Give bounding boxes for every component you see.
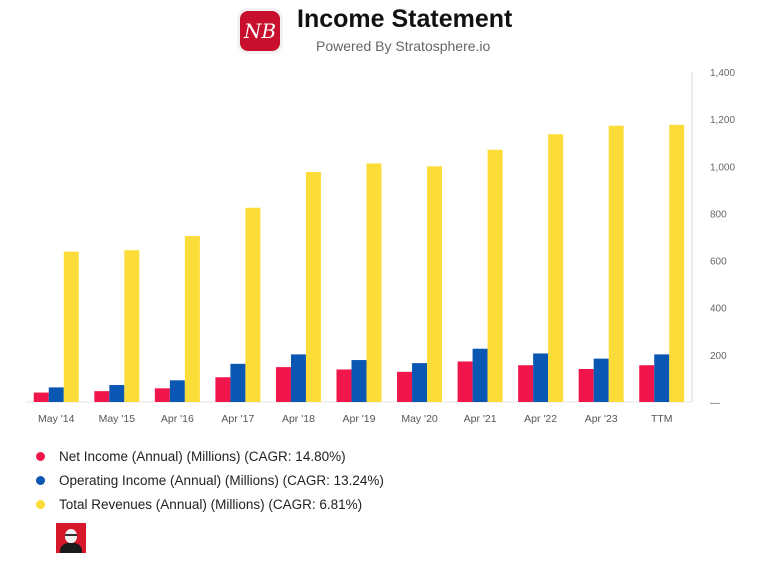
y-tick-label: — (710, 398, 720, 409)
legend-label-total-revenues: Total Revenues (Annual) (Millions) (CAGR… (59, 496, 363, 512)
bar-operating-income (654, 354, 670, 402)
bar-operating-income (533, 353, 549, 402)
bar-total-revenues (366, 163, 382, 402)
bar-total-revenues (669, 124, 685, 403)
x-tick-label: TTM (651, 413, 673, 425)
bar-net-income (33, 392, 49, 402)
legend-swatch-net-income (36, 451, 45, 461)
legend-item-total-revenues[interactable]: Total Revenues (Annual) (Millions) (CAGR… (36, 492, 384, 516)
bar-total-revenues (305, 171, 321, 402)
bar-total-revenues (487, 149, 503, 402)
x-tick-label: Apr '22 (524, 413, 557, 425)
bar-net-income (457, 361, 473, 402)
bar-net-income (397, 371, 413, 402)
x-tick-label: May '15 (99, 413, 136, 425)
bar-total-revenues (245, 207, 261, 402)
logo-monogram: NB (243, 19, 277, 43)
x-tick-label: Apr '17 (221, 413, 254, 425)
x-tick-label: Apr '23 (585, 413, 618, 425)
avatar-body (60, 543, 82, 553)
stratosphere-logo: NB (240, 11, 280, 51)
legend-swatch-operating-income (36, 475, 45, 485)
bar-operating-income (230, 363, 246, 402)
y-tick-label: 400 (710, 304, 727, 315)
avatar-face (65, 529, 77, 543)
bar-total-revenues (63, 251, 79, 402)
bar-operating-income (412, 363, 428, 402)
y-tick-label: 1,200 (710, 115, 735, 126)
x-tick-label: May '14 (38, 413, 75, 425)
bar-operating-income (472, 348, 488, 402)
y-tick-label: 1,400 (710, 68, 735, 79)
bar-total-revenues (184, 236, 200, 402)
y-tick-label: 600 (710, 257, 727, 268)
bar-operating-income (109, 385, 125, 402)
bar-net-income (639, 365, 655, 402)
chart-legend: Net Income (Annual) (Millions) (CAGR: 14… (36, 444, 384, 516)
legend-label-net-income: Net Income (Annual) (Millions) (CAGR: 14… (59, 448, 346, 464)
bar-operating-income (169, 380, 185, 402)
x-tick-label: Apr '19 (343, 413, 376, 425)
bar-total-revenues (548, 134, 564, 402)
bar-operating-income (48, 387, 64, 402)
y-tick-label: 1,000 (710, 162, 735, 173)
x-tick-label: Apr '21 (464, 413, 497, 425)
x-tick-label: Apr '16 (161, 413, 194, 425)
bar-total-revenues (427, 166, 443, 402)
bar-total-revenues (608, 125, 624, 402)
bar-net-income (215, 377, 231, 402)
bar-net-income (154, 388, 170, 402)
bar-net-income (275, 367, 291, 402)
bar-operating-income (593, 358, 609, 402)
bar-net-income (518, 365, 534, 402)
bar-operating-income (351, 360, 367, 402)
avatar-glasses (65, 534, 77, 536)
income-chart: 1,400 1,200 1,000 800 600 400 200 — May '14 May '… (26, 68, 735, 425)
bar-net-income (94, 391, 110, 402)
bar-net-income (578, 369, 594, 402)
legend-label-operating-income: Operating Income (Annual) (Millions) (CA… (59, 472, 384, 488)
chart-subtitle: Powered By Stratosphere.io (316, 38, 491, 54)
x-tick-label: May '20 (401, 413, 438, 425)
legend-item-net-income[interactable]: Net Income (Annual) (Millions) (CAGR: 14… (36, 444, 384, 468)
legend-swatch-total-revenues (36, 499, 45, 509)
y-tick-label: 200 (710, 351, 727, 362)
legend-item-operating-income[interactable]: Operating Income (Annual) (Millions) (CA… (36, 468, 384, 492)
x-tick-label: Apr '18 (282, 413, 315, 425)
avatar-icon (56, 523, 86, 553)
chart-title: Income Statement (297, 5, 513, 33)
bar-operating-income (290, 354, 306, 402)
bar-net-income (336, 369, 352, 402)
y-tick-label: 800 (710, 209, 727, 220)
bar-total-revenues (124, 250, 140, 402)
